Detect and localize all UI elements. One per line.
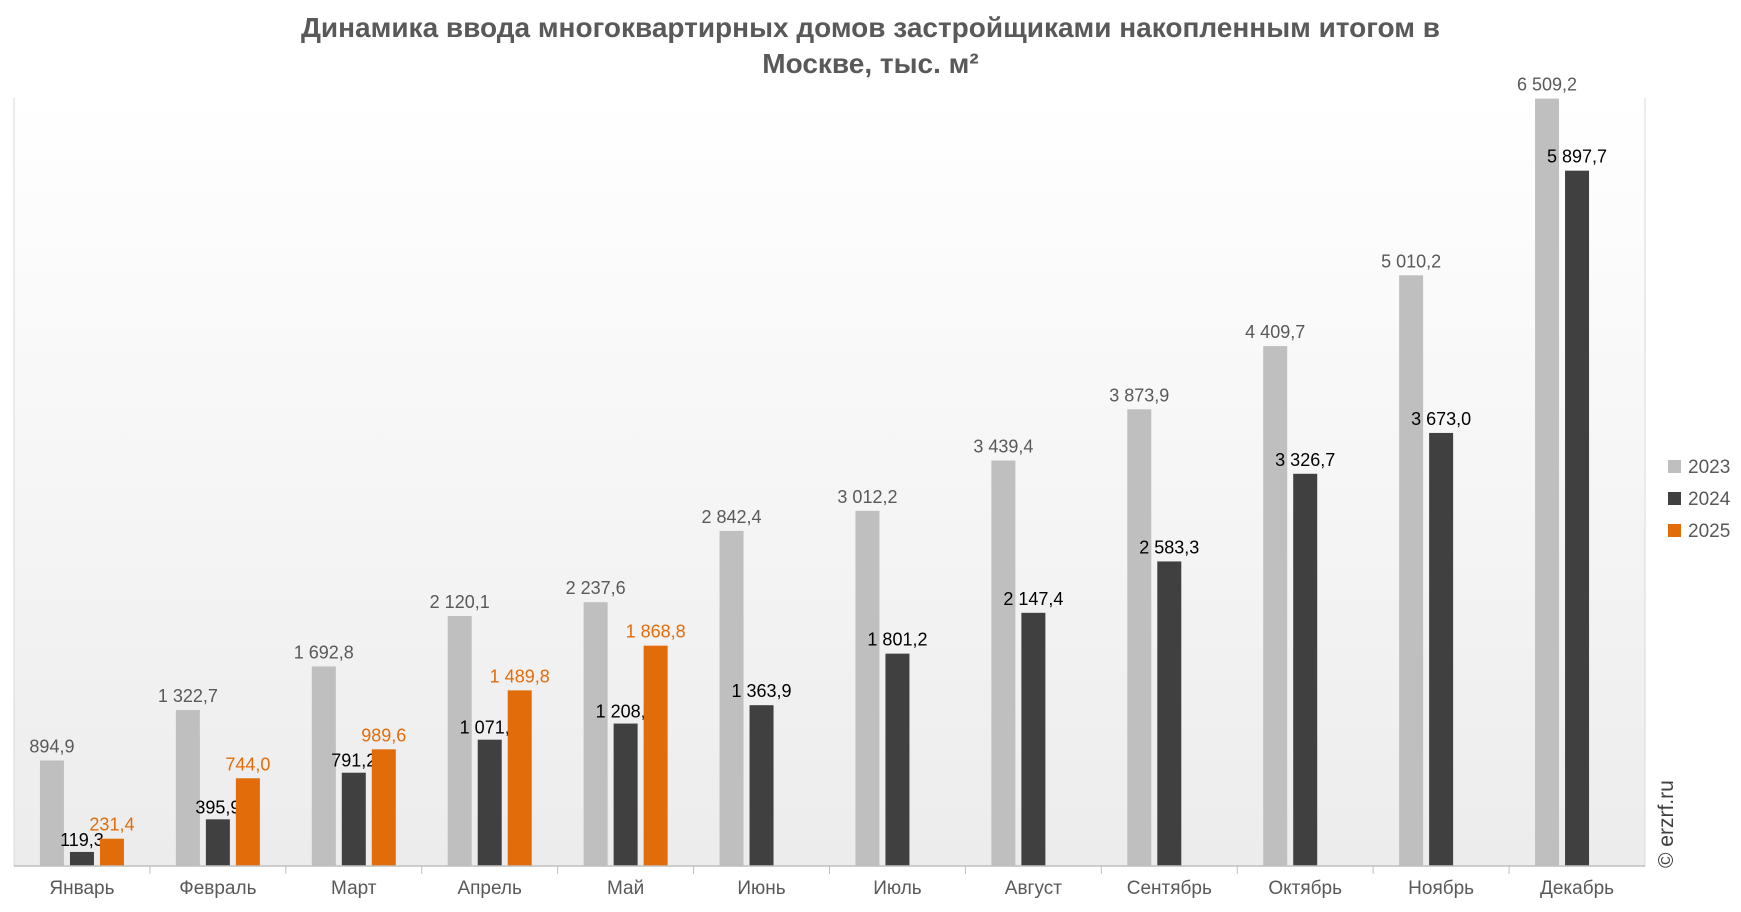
x-tick-label-3: Март [331, 878, 377, 899]
data-label-2023-10: 4 409,7 [1245, 322, 1305, 342]
data-label-2024-11: 3 673,0 [1411, 409, 1471, 429]
bar-2024-1 [69, 851, 94, 866]
data-label-2023-5: 2 237,6 [566, 578, 626, 598]
bar-2023-5 [583, 602, 608, 866]
bar-2025-2 [235, 778, 260, 866]
bar-2023-12 [1535, 98, 1560, 867]
x-tick-label-2: Февраль [179, 878, 256, 899]
x-tick-label-6: Июнь [737, 878, 785, 899]
x-tick-label-11: Ноябрь [1408, 878, 1474, 899]
bar-2024-3 [341, 772, 366, 866]
bar-2023-8 [991, 460, 1016, 866]
data-label-2024-8: 2 147,4 [1003, 589, 1063, 609]
legend-swatch-2025 [1668, 524, 1681, 537]
data-label-2025-1: 231,4 [89, 815, 134, 835]
plot-area [14, 98, 1645, 866]
data-label-2025-5: 1 868,8 [626, 622, 686, 642]
bar-2023-11 [1399, 275, 1424, 866]
x-tick-label-4: Апрель [457, 878, 522, 899]
bar-2025-1 [99, 838, 124, 866]
data-label-2024-4: 1 071,2 [460, 718, 520, 738]
data-label-2023-2: 1 322,7 [158, 686, 218, 706]
legend-swatch-2024 [1668, 492, 1681, 505]
data-label-2024-12: 5 897,7 [1547, 147, 1607, 167]
x-tick-label-1: Январь [49, 878, 114, 899]
bar-2024-9 [1157, 561, 1182, 866]
bar-2024-12 [1565, 170, 1590, 867]
data-label-2023-8: 3 439,4 [973, 436, 1033, 456]
data-label-2024-1: 119,3 [60, 830, 104, 850]
x-tick-label-10: Октябрь [1268, 878, 1342, 899]
bar-2023-6 [719, 530, 744, 866]
bar-2024-6 [749, 705, 774, 866]
data-label-2024-10: 3 326,7 [1275, 450, 1335, 470]
bar-2023-10 [1263, 346, 1288, 866]
data-label-2023-4: 2 120,1 [430, 592, 490, 612]
data-label-2024-6: 1 363,9 [732, 681, 792, 701]
data-label-2025-2: 744,0 [225, 754, 270, 774]
bar-2025-5 [643, 645, 668, 866]
bar-2024-11 [1429, 432, 1454, 866]
x-tick-label-8: Август [1005, 878, 1062, 899]
data-label-2024-3: 791,2 [331, 751, 376, 771]
legend-label-2023: 2023 [1688, 457, 1730, 478]
chart-title-line-1: Динамика ввода многоквартирных домов зас… [300, 12, 1440, 43]
bar-2023-3 [311, 666, 336, 866]
data-label-2023-11: 5 010,2 [1381, 251, 1441, 271]
data-label-2024-5: 1 208,1 [596, 702, 656, 722]
data-label-2023-9: 3 873,9 [1109, 385, 1169, 405]
bar-2024-4 [477, 739, 502, 866]
x-tick-label-9: Сентябрь [1127, 878, 1212, 899]
chart-title-line-2: Москве, тыс. м² [762, 48, 979, 79]
data-label-2024-2: 395,9 [195, 797, 240, 817]
data-label-2023-7: 3 012,2 [837, 487, 897, 507]
data-label-2025-3: 989,6 [361, 725, 406, 745]
bar-2024-7 [885, 653, 910, 866]
bar-2023-7 [855, 510, 880, 866]
bar-2024-2 [205, 819, 230, 866]
data-label-2023-6: 2 842,4 [702, 507, 762, 527]
bar-2024-5 [613, 723, 638, 866]
bar-2025-4 [507, 690, 532, 866]
watermark: © erzrf.ru [1655, 780, 1678, 868]
bar-2024-10 [1293, 473, 1318, 866]
bar-2023-4 [447, 616, 472, 866]
data-label-2025-4: 1 489,8 [490, 666, 550, 686]
bar-2024-8 [1021, 612, 1046, 866]
legend-swatch-2023 [1668, 460, 1681, 473]
x-tick-label-12: Декабрь [1540, 878, 1614, 899]
data-label-2024-9: 2 583,3 [1139, 537, 1199, 557]
data-label-2024-7: 1 801,2 [867, 630, 927, 650]
x-tick-label-5: Май [607, 878, 644, 899]
data-label-2023-1: 894,9 [29, 736, 74, 756]
data-label-2023-12: 6 509,2 [1517, 75, 1577, 95]
bar-2023-9 [1127, 409, 1152, 866]
bar-2023-2 [175, 710, 200, 866]
bar-2023-1 [39, 760, 64, 866]
bar-2025-3 [371, 749, 396, 866]
chart-title: Динамика ввода многоквартирных домов зас… [0, 10, 1741, 82]
legend-label-2025: 2025 [1688, 521, 1730, 542]
data-label-2023-3: 1 692,8 [294, 642, 354, 662]
legend-label-2024: 2024 [1688, 489, 1731, 510]
x-tick-label-7: Июль [873, 878, 922, 899]
